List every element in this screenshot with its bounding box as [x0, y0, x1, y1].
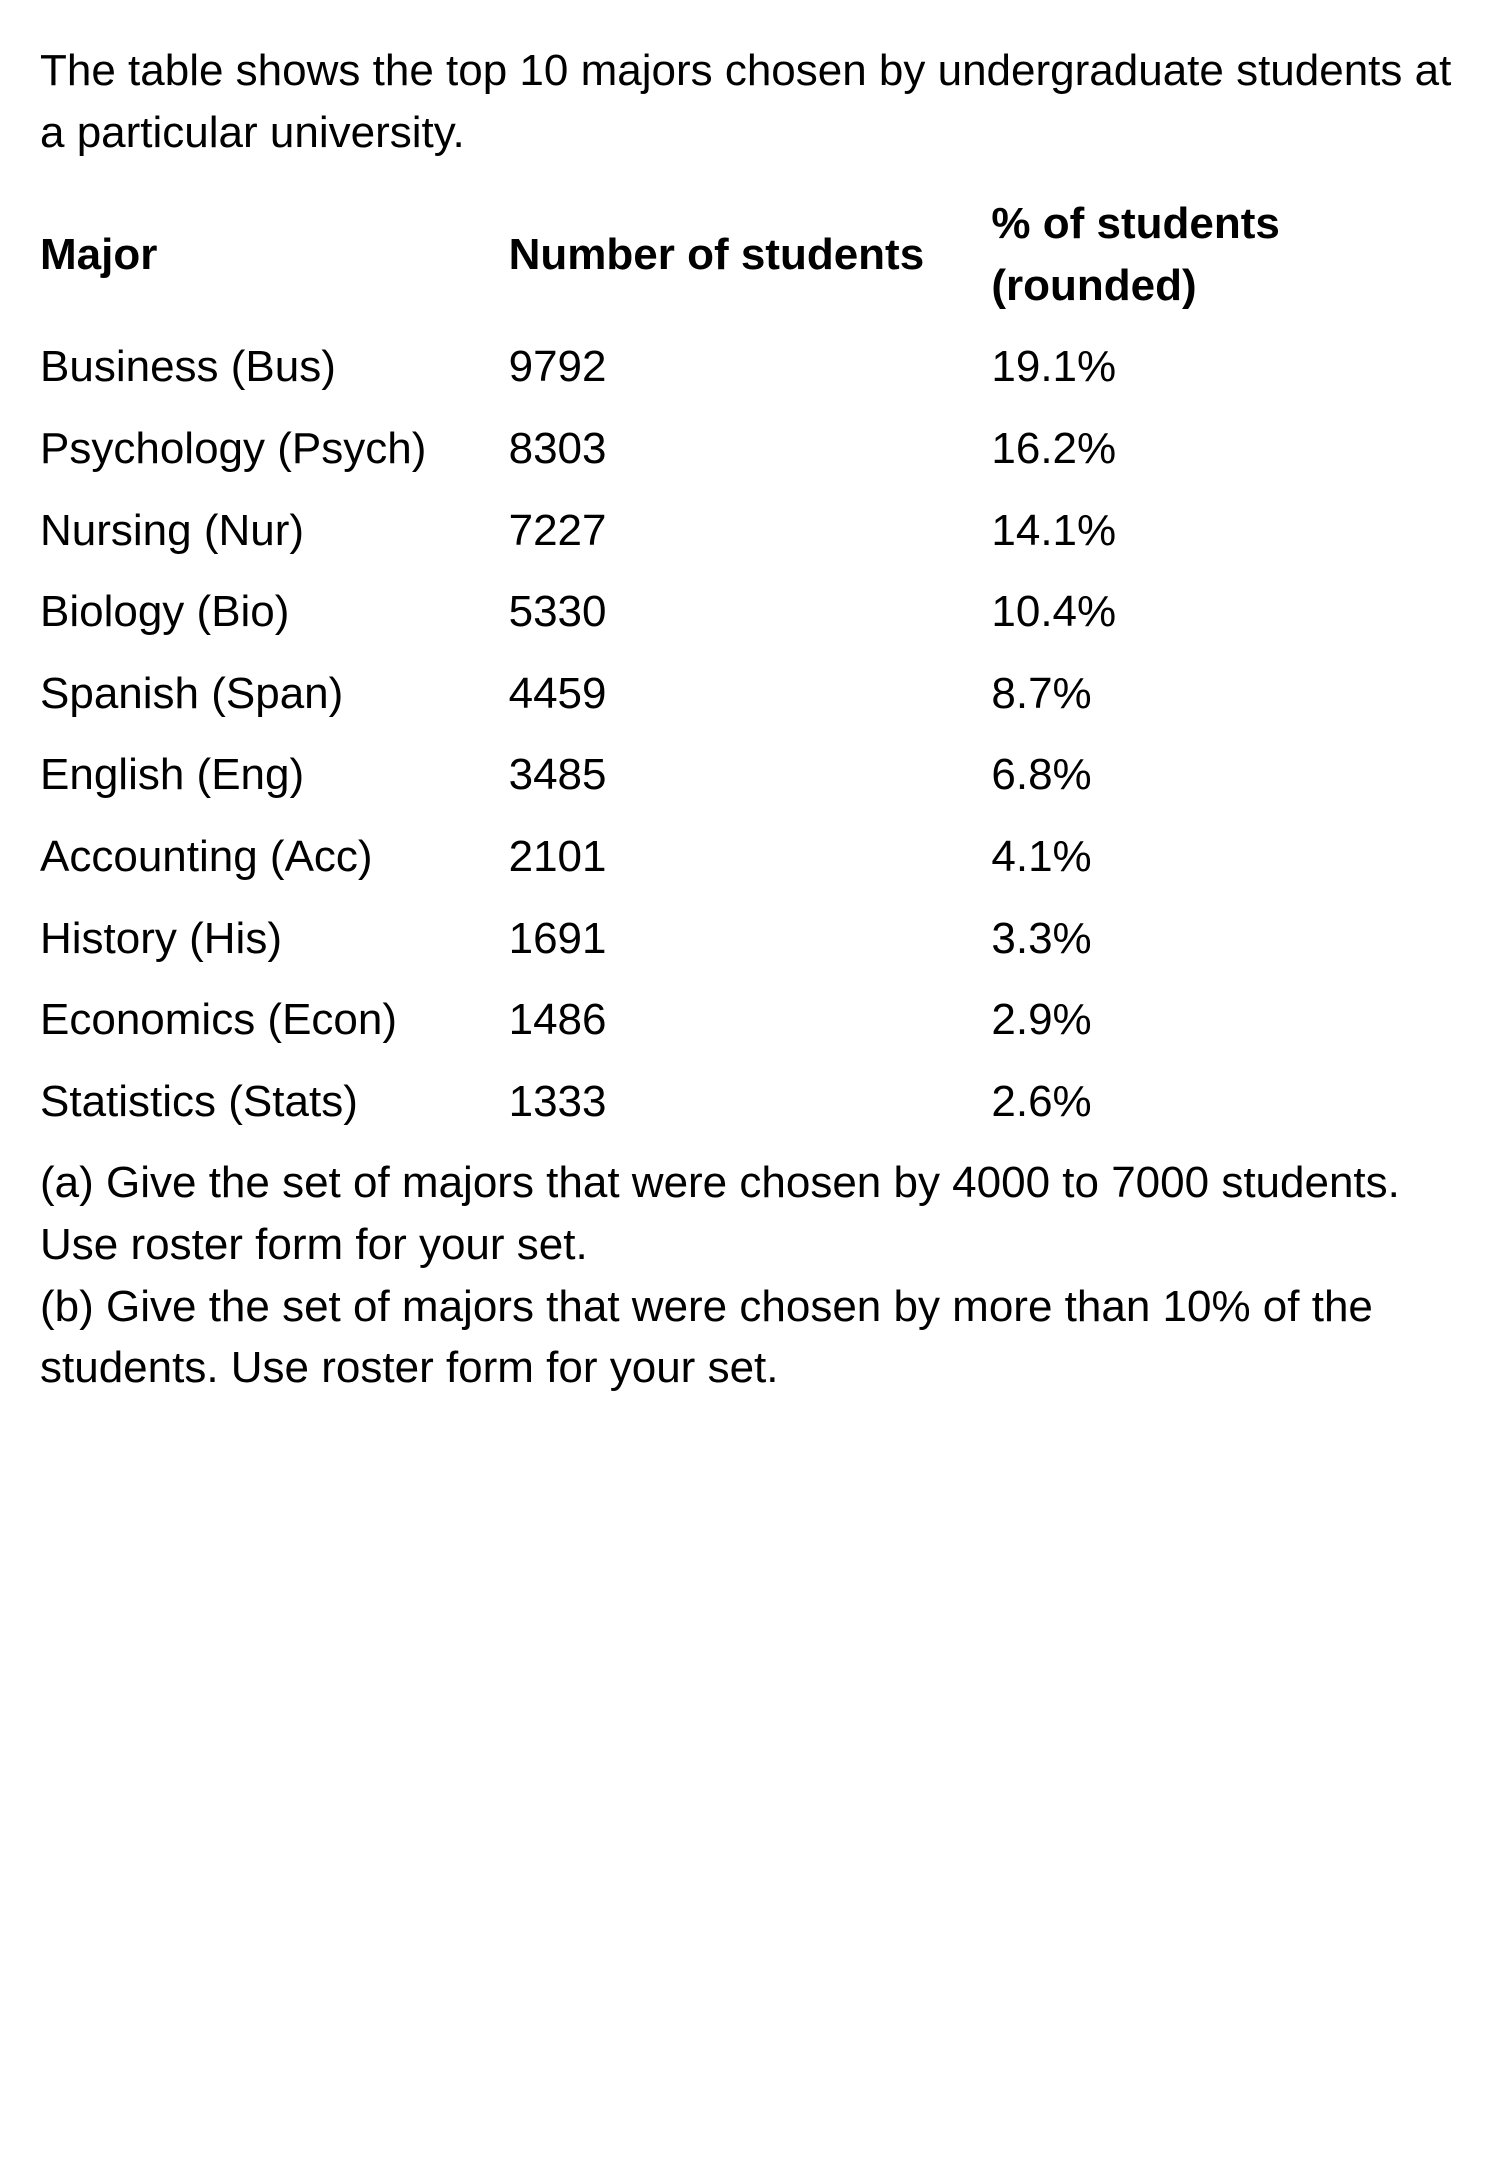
cell-percent: 8.7%	[991, 653, 1460, 735]
table-row: Nursing (Nur) 7227 14.1%	[40, 490, 1460, 572]
cell-major: Psychology (Psych)	[40, 408, 509, 490]
table-header-row: Major Number of students % of students (…	[40, 183, 1460, 326]
cell-number: 1691	[509, 898, 992, 980]
cell-major: Statistics (Stats)	[40, 1061, 509, 1143]
table-row: Statistics (Stats) 1333 2.6%	[40, 1061, 1460, 1143]
cell-percent: 6.8%	[991, 734, 1460, 816]
table-row: English (Eng) 3485 6.8%	[40, 734, 1460, 816]
majors-table: Major Number of students % of students (…	[40, 183, 1460, 1142]
cell-major: English (Eng)	[40, 734, 509, 816]
cell-major: History (His)	[40, 898, 509, 980]
question-a: (a) Give the set of majors that were cho…	[40, 1152, 1460, 1275]
cell-major: Spanish (Span)	[40, 653, 509, 735]
table-row: Business (Bus) 9792 19.1%	[40, 326, 1460, 408]
table-row: Spanish (Span) 4459 8.7%	[40, 653, 1460, 735]
cell-number: 2101	[509, 816, 992, 898]
cell-number: 9792	[509, 326, 992, 408]
questions-block: (a) Give the set of majors that were cho…	[40, 1152, 1460, 1398]
cell-number: 1333	[509, 1061, 992, 1143]
cell-number: 1486	[509, 979, 992, 1061]
cell-percent: 2.9%	[991, 979, 1460, 1061]
header-number: Number of students	[509, 183, 992, 326]
cell-percent: 19.1%	[991, 326, 1460, 408]
cell-percent: 4.1%	[991, 816, 1460, 898]
cell-major: Biology (Bio)	[40, 571, 509, 653]
cell-percent: 14.1%	[991, 490, 1460, 572]
cell-number: 7227	[509, 490, 992, 572]
table-row: History (His) 1691 3.3%	[40, 898, 1460, 980]
question-b: (b) Give the set of majors that were cho…	[40, 1276, 1460, 1399]
cell-percent: 10.4%	[991, 571, 1460, 653]
table-row: Psychology (Psych) 8303 16.2%	[40, 408, 1460, 490]
cell-percent: 16.2%	[991, 408, 1460, 490]
table-row: Economics (Econ) 1486 2.9%	[40, 979, 1460, 1061]
header-major: Major	[40, 183, 509, 326]
table-row: Accounting (Acc) 2101 4.1%	[40, 816, 1460, 898]
cell-major: Economics (Econ)	[40, 979, 509, 1061]
cell-major: Nursing (Nur)	[40, 490, 509, 572]
cell-major: Accounting (Acc)	[40, 816, 509, 898]
cell-number: 5330	[509, 571, 992, 653]
table-row: Biology (Bio) 5330 10.4%	[40, 571, 1460, 653]
cell-percent: 2.6%	[991, 1061, 1460, 1143]
cell-major: Business (Bus)	[40, 326, 509, 408]
cell-number: 4459	[509, 653, 992, 735]
cell-number: 8303	[509, 408, 992, 490]
cell-number: 3485	[509, 734, 992, 816]
header-percent: % of students (rounded)	[991, 183, 1460, 326]
cell-percent: 3.3%	[991, 898, 1460, 980]
intro-paragraph: The table shows the top 10 majors chosen…	[40, 40, 1460, 163]
